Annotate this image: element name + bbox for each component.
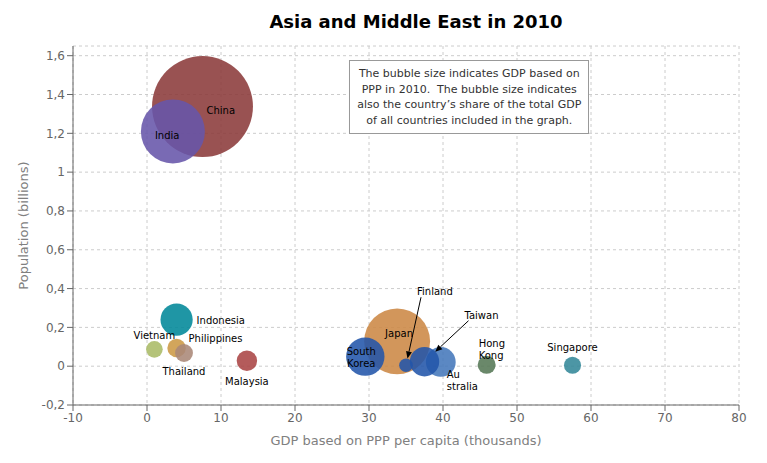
- svg-text:70: 70: [657, 411, 672, 425]
- svg-text:0,2: 0,2: [46, 321, 65, 335]
- svg-text:-10: -10: [63, 411, 83, 425]
- svg-text:China: China: [207, 104, 236, 115]
- svg-text:0: 0: [57, 359, 65, 373]
- svg-text:Indonesia: Indonesia: [197, 314, 245, 325]
- svg-text:Taiwan: Taiwan: [464, 309, 499, 320]
- html-text:The bubble size indicates GDP: The bubble size indicates GDP based on P…: [357, 67, 582, 127]
- svg-text:Population (billions): Population (billions): [16, 161, 31, 289]
- svg-text:GDP based on PPP per capita (t: GDP based on PPP per capita (thousands): [271, 433, 542, 448]
- svg-text:10: 10: [213, 411, 228, 425]
- svg-text:0: 0: [143, 411, 151, 425]
- svg-text:50: 50: [509, 411, 524, 425]
- svg-text:Thailand: Thailand: [162, 365, 206, 376]
- svg-text:1,4: 1,4: [46, 88, 65, 102]
- svg-text:30: 30: [361, 411, 376, 425]
- svg-text:0,8: 0,8: [46, 204, 65, 218]
- svg-text:60: 60: [583, 411, 598, 425]
- svg-text:40: 40: [435, 411, 450, 425]
- svg-text:Vietnam: Vietnam: [134, 330, 176, 341]
- svg-text:1,2: 1,2: [46, 127, 65, 141]
- svg-text:Philippines: Philippines: [189, 332, 243, 343]
- svg-text:Australia: Australia: [447, 368, 478, 391]
- svg-text:80: 80: [731, 411, 746, 425]
- svg-text:Finland: Finland: [417, 286, 453, 297]
- svg-text:Singapore: Singapore: [547, 342, 597, 353]
- svg-text:HongKong: HongKong: [479, 337, 505, 360]
- html-text:Asia and Middle East in 2010: Asia and Middle East in 2010: [269, 11, 563, 32]
- svg-text:0,4: 0,4: [46, 282, 65, 296]
- svg-text:1: 1: [57, 165, 65, 179]
- svg-text:SouthKorea: SouthKorea: [347, 345, 376, 368]
- svg-text:Japan: Japan: [384, 328, 413, 339]
- svg-text:0,6: 0,6: [46, 243, 65, 257]
- svg-text:1,6: 1,6: [46, 49, 65, 63]
- svg-text:20: 20: [287, 411, 302, 425]
- svg-text:Malaysia: Malaysia: [225, 375, 269, 386]
- svg-text:-0,2: -0,2: [42, 398, 65, 412]
- svg-text:India: India: [155, 130, 180, 141]
